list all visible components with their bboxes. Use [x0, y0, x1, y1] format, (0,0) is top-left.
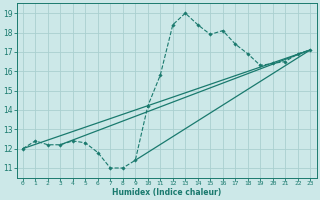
- X-axis label: Humidex (Indice chaleur): Humidex (Indice chaleur): [112, 188, 221, 197]
